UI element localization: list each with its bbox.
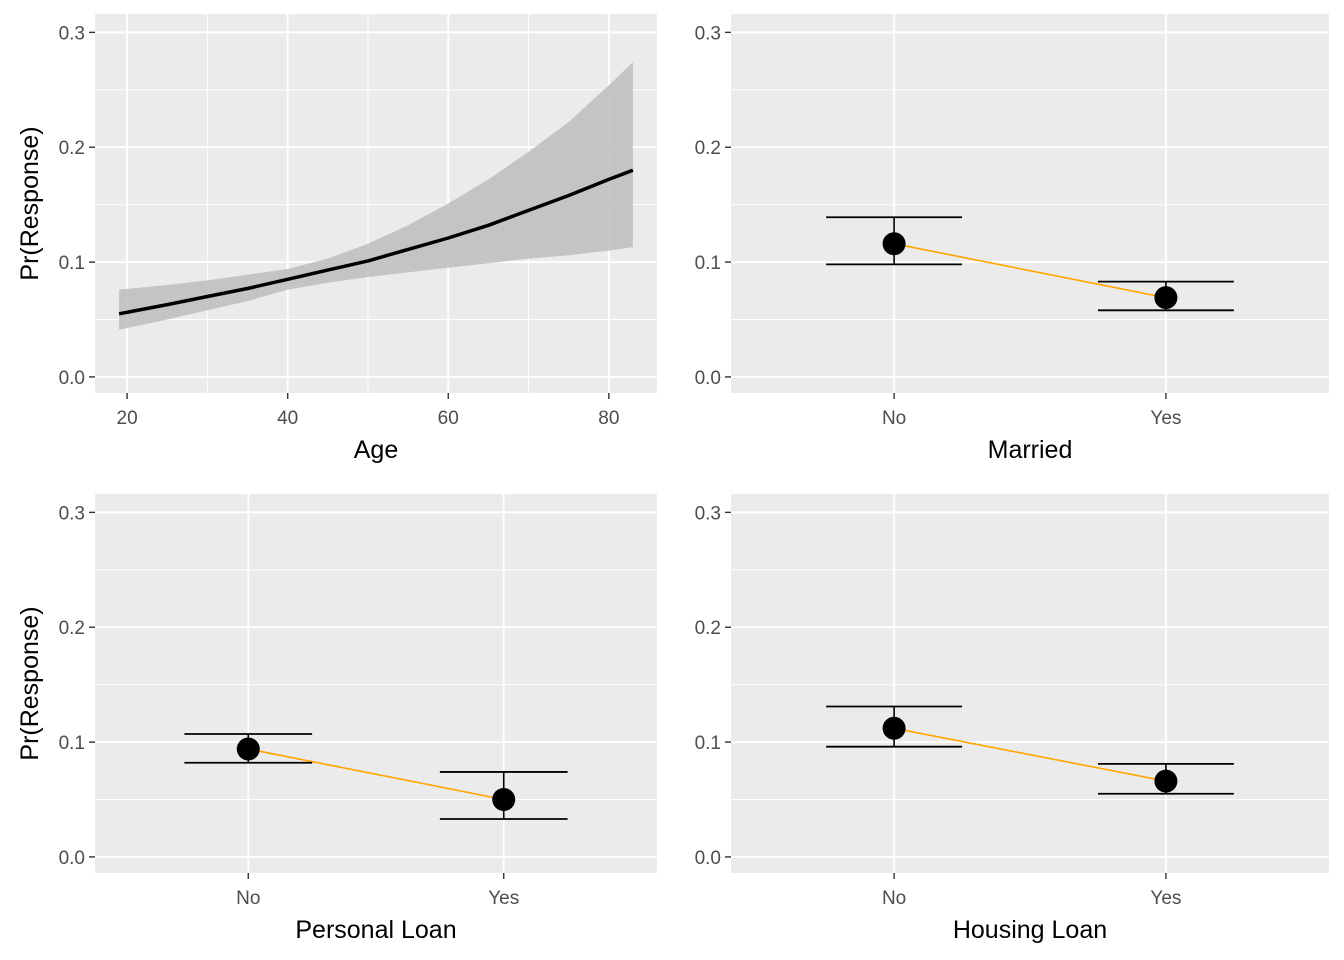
- y-tick-label: 0.0: [59, 368, 85, 389]
- y-axis-title: Pr(Response): [16, 606, 44, 760]
- x-tick-label: No: [236, 888, 260, 909]
- point-no: [236, 737, 260, 761]
- x-tick-label: Yes: [1150, 408, 1181, 429]
- panel-3: 0.0 0.1 0.2 0.3 No Yes Personal Loan Pr(Respons…: [16, 494, 657, 944]
- panel-2: 0.0 0.1 0.2 0.3 No Yes Married: [695, 14, 1329, 464]
- y-tick-label: 0.2: [695, 138, 721, 159]
- y-tick-label: 0.3: [59, 23, 85, 44]
- x-tick-label: Yes: [488, 888, 519, 909]
- y-tick-label: 0.2: [59, 138, 85, 159]
- x-tick-label: No: [882, 408, 906, 429]
- point-no: [882, 716, 906, 740]
- panel-background: [731, 14, 1329, 393]
- y-tick-label: 0.0: [695, 848, 721, 869]
- y-tick-label: 0.3: [695, 503, 721, 524]
- y-tick-label: 0.2: [695, 618, 721, 639]
- x-tick-label: 40: [277, 408, 298, 429]
- y-tick-label: 0.1: [695, 733, 721, 754]
- x-tick-label: 20: [117, 408, 138, 429]
- panel-4: 0.0 0.1 0.2 0.3 No Yes Housing Loan: [695, 494, 1329, 944]
- y-tick-label: 0.1: [695, 253, 721, 274]
- y-tick-label: 0.1: [59, 253, 85, 274]
- x-tick-label: Yes: [1150, 888, 1181, 909]
- y-tick-label: 0.2: [59, 618, 85, 639]
- panel-1: 0.0 0.1 0.2 0.3 20 40 60 80 Age Pr(Response): [16, 14, 657, 464]
- x-axis-title: Housing Loan: [953, 916, 1107, 944]
- panel-background: [95, 494, 657, 873]
- x-tick-label: No: [882, 888, 906, 909]
- point-yes: [1154, 286, 1178, 310]
- point-yes: [492, 787, 516, 811]
- y-axis-title: Pr(Response): [16, 126, 44, 280]
- x-tick-label: 80: [598, 408, 619, 429]
- connector-line: [248, 748, 504, 801]
- connector-line: [893, 242, 1167, 299]
- x-axis-title: Personal Loan: [295, 916, 456, 944]
- fitted-line: [118, 168, 634, 316]
- y-tick-label: 0.1: [59, 733, 85, 754]
- y-tick-label: 0.0: [695, 368, 721, 389]
- y-tick-label: 0.3: [59, 503, 85, 524]
- point-no: [882, 232, 906, 256]
- x-axis-title: Married: [988, 436, 1073, 464]
- y-tick-label: 0.0: [59, 848, 85, 869]
- x-axis-title: Age: [354, 436, 398, 464]
- y-tick-label: 0.3: [695, 23, 721, 44]
- x-tick-label: 60: [438, 408, 459, 429]
- panel-background: [731, 494, 1329, 873]
- connector-line: [893, 727, 1167, 782]
- point-yes: [1154, 769, 1178, 793]
